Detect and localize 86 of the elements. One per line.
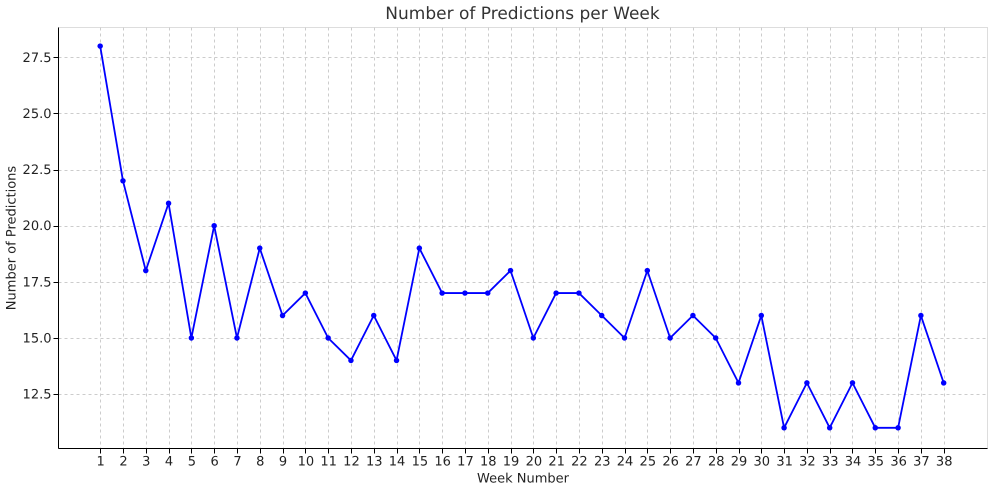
- point: [804, 380, 810, 386]
- x-tick-label: 14: [388, 454, 406, 470]
- point: [598, 312, 604, 318]
- point: [553, 290, 559, 296]
- y-tick-label: 22.5: [22, 163, 52, 178]
- x-tick-label: 5: [188, 454, 196, 470]
- point: [188, 335, 194, 341]
- x-tick-label: 19: [502, 454, 520, 470]
- x-tick-label: 4: [164, 454, 174, 470]
- x-tick-label: 6: [210, 454, 219, 470]
- x-tick-label: 13: [366, 454, 383, 470]
- x-tick-label: 11: [320, 454, 337, 470]
- x-tick-label: 17: [457, 454, 474, 470]
- x-tick-label: 34: [844, 454, 862, 470]
- x-tick-label: 37: [913, 454, 930, 470]
- x-tick-label: 12: [343, 454, 360, 470]
- point: [690, 312, 696, 318]
- y-axis-title: Number of Predictions: [4, 166, 20, 310]
- point: [508, 268, 514, 274]
- x-tick-label: 29: [730, 454, 748, 470]
- chart-title: Number of Predictions per Week: [385, 4, 660, 24]
- x-tick-label: 36: [890, 454, 907, 470]
- y-tick-label: 27.5: [22, 50, 52, 66]
- x-tick-label: 20: [526, 454, 542, 470]
- point: [462, 290, 468, 296]
- point: [667, 335, 673, 341]
- x-tick-label: 26: [662, 454, 679, 470]
- point: [166, 200, 172, 206]
- point: [872, 425, 878, 431]
- x-tick-label: 31: [776, 454, 793, 470]
- x-tick-label: 33: [822, 454, 838, 470]
- point: [211, 222, 217, 228]
- y-tick-label: 12.5: [22, 388, 52, 403]
- point: [120, 178, 126, 184]
- point: [940, 380, 946, 386]
- point: [712, 335, 718, 341]
- point: [576, 290, 582, 296]
- point: [97, 43, 103, 49]
- point: [484, 290, 490, 296]
- point: [826, 425, 832, 431]
- point: [850, 380, 856, 386]
- x-tick-label: 9: [278, 454, 288, 470]
- x-tick-label: 28: [708, 454, 724, 470]
- x-tick-label: 10: [298, 454, 314, 470]
- point: [644, 268, 650, 274]
- x-tick-label: 25: [640, 454, 656, 470]
- x-tick-label: 38: [936, 454, 952, 470]
- y-tick-label: 15.0: [22, 331, 52, 346]
- x-tick-label: 27: [685, 454, 702, 470]
- point: [758, 312, 764, 318]
- x-tick-label: 3: [142, 454, 150, 470]
- x-tick-label: 18: [480, 454, 497, 470]
- point: [234, 335, 240, 341]
- point: [918, 312, 924, 318]
- y-tick-label: 25.0: [22, 106, 52, 122]
- point: [302, 290, 308, 296]
- x-tick-label: 21: [548, 454, 565, 470]
- point: [280, 312, 286, 318]
- point: [530, 335, 536, 341]
- x-axis-title: Week Number: [477, 472, 570, 486]
- point: [257, 245, 262, 251]
- x-tick-label: 32: [799, 454, 816, 470]
- x-tick-label: 16: [434, 454, 451, 470]
- point: [348, 358, 354, 364]
- point: [781, 425, 787, 431]
- point: [439, 290, 445, 296]
- x-tick-label: 2: [119, 454, 128, 470]
- x-tick-label: 35: [868, 454, 884, 470]
- point: [622, 335, 628, 341]
- point: [895, 425, 901, 431]
- x-tick-label: 23: [594, 454, 610, 470]
- x-tick-label: 24: [616, 454, 634, 470]
- point: [394, 358, 400, 364]
- x-tick-label: 8: [256, 454, 264, 470]
- point: [143, 268, 149, 274]
- point: [325, 335, 331, 341]
- y-tick-label: 20.0: [22, 219, 52, 234]
- point: [371, 312, 376, 318]
- x-tick-label: 1: [96, 454, 105, 470]
- y-tick-label: 17.5: [22, 275, 52, 290]
- point: [736, 380, 742, 386]
- x-tick-label: 7: [233, 454, 242, 470]
- x-tick-label: 22: [571, 454, 588, 470]
- x-tick-label: 15: [412, 454, 428, 470]
- point: [416, 245, 422, 251]
- x-tick-label: 30: [754, 454, 770, 470]
